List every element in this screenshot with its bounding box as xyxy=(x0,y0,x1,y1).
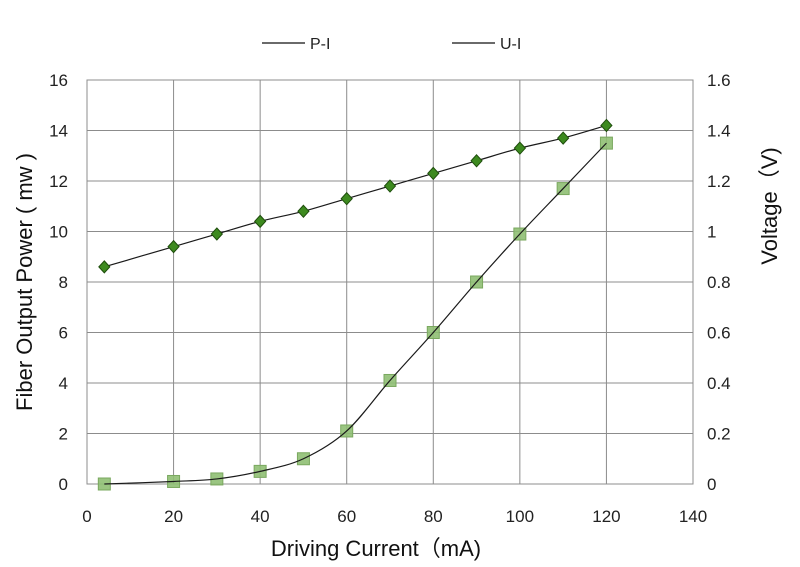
y-right-tick-label: 0.4 xyxy=(707,374,731,393)
series-layer xyxy=(97,118,613,491)
x-tick-label: 100 xyxy=(506,507,534,526)
y-right-tick-label: 0 xyxy=(707,475,716,494)
data-point-u-i xyxy=(383,179,397,193)
y-left-tick-label: 10 xyxy=(49,223,68,242)
y-right-tick-label: 1.2 xyxy=(707,172,731,191)
data-point-u-i xyxy=(556,131,570,145)
legend-label-u-i: U-I xyxy=(500,36,521,53)
y-left-tick-label: 14 xyxy=(49,122,68,141)
x-tick-label: 80 xyxy=(424,507,443,526)
legend: P-I U-I xyxy=(262,36,521,53)
y-axis-title-left: Fiber Output Power ( mw ) xyxy=(12,153,37,411)
y-right-tick-label: 1.4 xyxy=(707,122,731,141)
y-left-tick-label: 16 xyxy=(49,71,68,90)
y-left-tick-label: 12 xyxy=(49,172,68,191)
y-right-tick-label: 1.6 xyxy=(707,71,731,90)
x-tick-label: 60 xyxy=(337,507,356,526)
data-point-u-i xyxy=(513,141,527,155)
data-point-u-i xyxy=(427,166,440,181)
y-left-tick-label: 2 xyxy=(59,425,68,444)
y-right-tick-label: 0.6 xyxy=(707,324,731,343)
data-point-u-i xyxy=(600,118,613,133)
legend-label-p-i: P-I xyxy=(310,36,330,53)
plot-area-border xyxy=(86,79,694,485)
data-point-u-i xyxy=(210,227,224,241)
x-tick-label: 20 xyxy=(164,507,183,526)
data-point-u-i xyxy=(470,154,483,168)
x-tick-label: 40 xyxy=(251,507,270,526)
x-tick-label: 120 xyxy=(592,507,620,526)
series-line-u-i xyxy=(104,124,607,268)
data-point-u-i xyxy=(340,191,353,206)
x-tick-label: 140 xyxy=(679,507,707,526)
y-left-tick-label: 0 xyxy=(59,475,68,494)
y-axis-title-right: Voltage（V) xyxy=(757,147,782,264)
y-left-tick-label: 6 xyxy=(59,324,68,343)
y-right-tick-label: 1 xyxy=(707,223,716,242)
y-right-tick-label: 0.2 xyxy=(707,425,731,444)
data-point-u-i xyxy=(297,204,310,219)
data-point-u-i xyxy=(167,239,180,254)
axes: 0 20 40 60 80 100 120 140024681012141600.20.40.… xyxy=(49,71,731,526)
y-left-tick-label: 4 xyxy=(59,374,68,393)
y-right-tick-label: 0.8 xyxy=(707,273,731,292)
series-line-p-i xyxy=(104,142,607,485)
data-point-u-i xyxy=(253,214,267,229)
y-left-tick-label: 8 xyxy=(59,273,68,292)
data-point-u-i xyxy=(98,260,111,274)
x-tick-label: 0 xyxy=(82,507,91,526)
x-axis-title: Driving Current（mA) xyxy=(271,536,481,561)
